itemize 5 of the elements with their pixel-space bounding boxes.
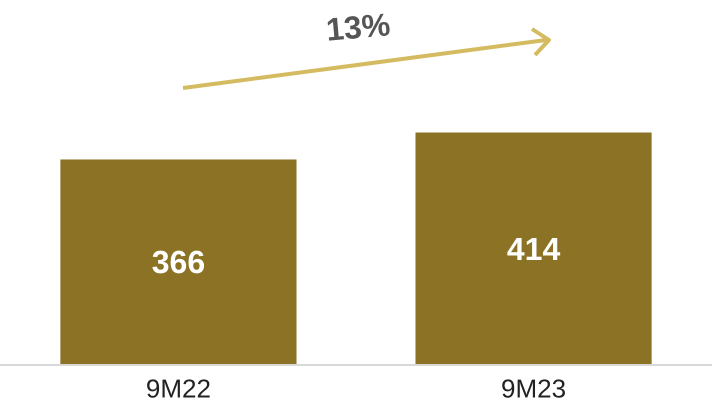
x-tick-label: 9M23 — [501, 373, 566, 404]
x-tick-label: 9M22 — [146, 373, 211, 404]
data-label: 366 — [152, 244, 206, 280]
text: 13% — [324, 6, 392, 48]
data-label: 414 — [506, 230, 560, 267]
